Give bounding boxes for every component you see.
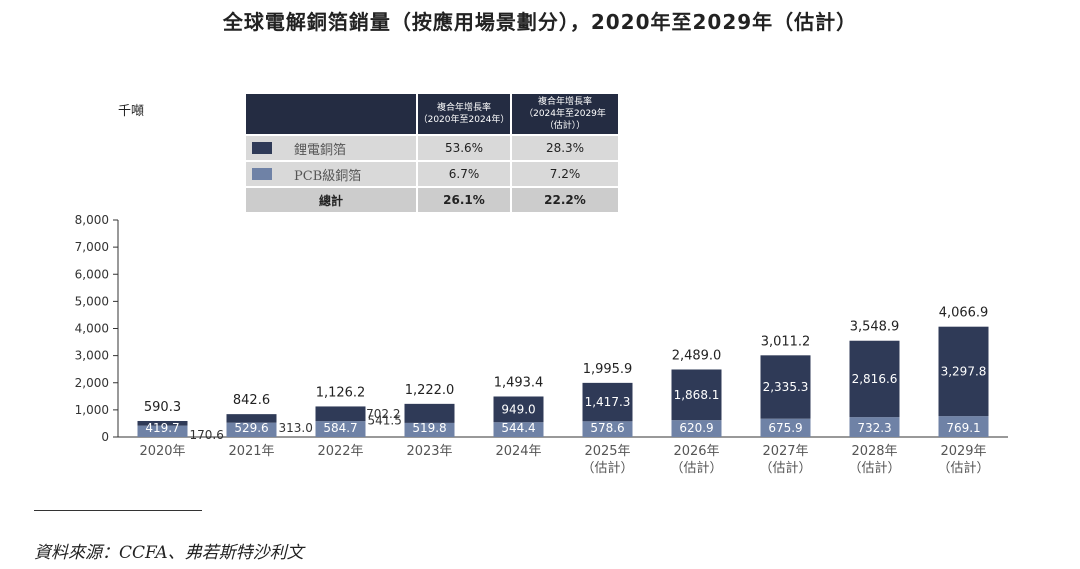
data-label-pcb: 519.8 [412,421,446,435]
x-tick-label: 2027年 [762,444,808,459]
cagr-value: 26.1% [417,186,512,212]
data-label-lithium: 313.0 [279,421,313,435]
data-label-total: 4,066.9 [939,306,989,321]
cagr-row-pcb: PCB級銅箔 6.7% 7.2% [246,160,620,187]
source-note: 資料來源：CCFA、弗若斯特沙利文 [34,543,304,563]
data-label-lithium: 702.2 [366,407,400,421]
bar-pcb [671,420,722,437]
y-tick-label: 7,000 [75,240,109,254]
data-label-pcb: 675.9 [768,421,802,435]
data-label-total: 3,011.2 [761,334,811,349]
cagr-header-blank [246,94,418,135]
bar-lithium [849,340,900,418]
data-label-lithium: 541.5 [368,413,402,427]
unit-label: 千噸 [118,104,145,119]
bar-pcb [938,416,989,437]
data-label-lithium: 2,816.6 [852,372,898,386]
x-tick-label: （估計） [848,460,900,476]
y-tick-label: 0 [101,430,109,444]
bar-pcb [226,422,277,437]
bar-pcb [493,422,544,437]
bar-pcb [582,421,633,437]
chart-title: 全球電解銅箔銷量（按應用場景劃分），2020年至2029年（估計） [222,10,858,34]
bar-lithium [671,369,722,421]
x-tick-label: 2021年 [228,444,274,459]
y-tick-label: 4,000 [75,322,109,336]
data-label-total: 842.6 [233,393,270,408]
bar-lithium [226,414,277,423]
data-label-lithium: 2,335.3 [763,380,809,394]
x-tick-label: 2029年 [940,444,986,459]
bar-pcb [137,425,188,437]
y-tick-label: 6,000 [75,267,109,281]
data-label-total: 3,548.9 [850,320,900,335]
data-label-pcb: 620.9 [679,421,713,435]
y-tick-label: 5,000 [75,294,109,308]
x-tick-label: 2023年 [406,444,452,459]
x-tick-label: （估計） [937,460,989,476]
data-label-total: 2,489.0 [672,348,722,363]
y-tick-label: 2,000 [75,376,109,390]
x-tick-label: 2026年 [673,444,719,459]
cagr-header-2020-2024: 複合年增長率 （2020年至2024年） [417,94,512,135]
bar-lithium [404,403,455,423]
data-label-pcb: 769.1 [946,421,980,435]
cagr-row-total: 總計 26.1% 22.2% [246,186,620,212]
data-label-pcb: 732.3 [857,421,891,435]
x-tick-label: （估計） [670,460,722,476]
data-label-pcb: 529.6 [234,421,268,435]
data-label-lithium: 1,868.1 [674,388,720,402]
data-label-total: 1,126.2 [316,385,366,400]
y-tick-label: 3,000 [75,349,109,363]
x-tick-label: 2020年 [139,444,185,459]
x-tick-label: 2024年 [495,444,541,459]
y-tick-label: 8,000 [75,213,109,227]
data-label-total: 1,222.0 [405,383,455,398]
data-label-lithium: 3,297.8 [941,364,987,378]
x-tick-label: 2025年 [584,444,630,459]
bar-pcb [315,421,366,437]
x-tick-label: 2028年 [851,444,897,459]
x-tick-label: （估計） [581,460,633,476]
bar-lithium [137,420,188,426]
data-label-total: 590.3 [144,400,181,415]
data-label-lithium: 949.0 [501,402,535,416]
bar-lithium [493,396,544,423]
bar-lithium [315,406,366,422]
bar-pcb [849,417,900,437]
bar-pcb [404,422,455,437]
data-label-pcb: 544.4 [501,421,535,435]
legend-swatch-pcb [252,168,272,180]
data-label-total: 1,493.4 [494,375,544,390]
data-label-pcb: 419.7 [145,421,179,435]
cagr-value: 7.2% [511,160,620,187]
data-label-total: 1,995.9 [583,362,633,377]
y-tick-label: 1,000 [75,403,109,417]
cagr-value: 28.3% [511,134,620,161]
data-label-lithium: 170.6 [190,428,224,442]
data-label-pcb: 584.7 [323,421,357,435]
x-tick-label: 2022年 [317,444,363,459]
legend-swatch-lithium [252,142,272,154]
cagr-total-label: 總計 [246,186,418,212]
cagr-row-lithium: 鋰電銅箔 53.6% 28.3% [246,134,620,161]
cagr-value: 22.2% [511,186,620,212]
bar-lithium [582,382,633,422]
bar-lithium [938,326,989,417]
legend-label-pcb: PCB級銅箔 [294,168,362,184]
x-tick-label: （估計） [759,460,811,476]
cagr-table: 複合年增長率 （2020年至2024年） 複合年增長率 （2024年至2029年… [246,94,620,212]
cagr-value: 6.7% [417,160,512,187]
legend-label-lithium: 鋰電銅箔 [294,142,347,158]
data-label-pcb: 578.6 [590,421,624,435]
bar-lithium [760,355,811,419]
cagr-header-2024-2029: 複合年增長率 （2024年至2029年 （估計）） [511,94,620,135]
bar-pcb [760,418,811,437]
cagr-value: 53.6% [417,134,512,161]
data-label-lithium: 1,417.3 [585,395,631,409]
source-divider [34,510,202,511]
